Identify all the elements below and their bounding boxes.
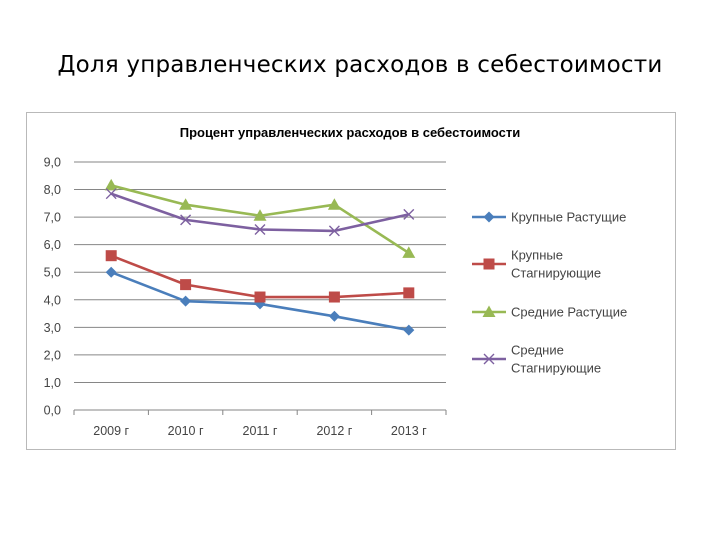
y-tick-label: 1,0 [44,376,61,390]
legend-swatch-marker [483,211,495,223]
y-tick-label: 3,0 [44,321,61,335]
data-point [403,208,415,220]
data-point [180,295,192,307]
slide-title: Доля управленческих расходов в себестоим… [57,52,663,78]
x-tick-label: 2012 г [316,424,352,438]
data-point [105,188,117,200]
legend-label: Средние Растущие [511,305,627,320]
legend-item: Крупные Стагнирующие [472,248,601,281]
data-point [179,198,193,210]
y-tick-label: 4,0 [44,293,61,307]
data-point [253,209,267,221]
gridlines [74,161,446,411]
legend-label: Стагнирующие [511,361,601,376]
data-point [104,178,118,191]
data-point [254,291,266,303]
x-tick-label: 2010 г [168,424,204,438]
data-point [254,224,266,236]
chart-title: Процент управленческих расходов в себест… [180,125,521,140]
legend-swatch-marker [483,258,495,270]
y-tick-label: 8,0 [44,183,61,197]
legend: Крупные РастущиеКрупныеСтагнирующиеСредн… [472,210,627,376]
series-2 [105,250,415,303]
data-point [328,225,340,237]
y-tick-label: 5,0 [44,266,61,280]
data-point [403,287,415,299]
data-point [105,250,117,262]
series-layer [104,178,416,336]
legend-item: Средние Растущие [472,305,627,320]
data-point [180,279,192,291]
y-tick-label: 7,0 [44,211,61,225]
data-point [403,324,415,336]
legend-label: Крупные Растущие [511,210,626,225]
legend-swatch-marker [482,305,496,317]
legend-item: Средние Стагнирующие [472,343,601,376]
data-point [328,291,340,303]
x-tick-label: 2013 г [391,424,427,438]
x-tick-label: 2009 г [93,424,129,438]
data-point [180,214,192,226]
data-point [105,266,117,278]
y-tick-label: 0,0 [44,404,61,418]
legend-label: Средние [511,343,564,358]
x-tick-label: 2011 г [243,424,278,438]
series-1 [105,266,415,336]
series-4 [105,188,415,237]
x-axis-ticks: 2009 г 2010 г 2011 г 2012 г 2013 г [73,410,447,438]
y-tick-label: 6,0 [44,238,61,252]
legend-item: Крупные Растущие [472,210,626,225]
legend-label: Стагнирующие [511,266,601,281]
y-tick-label: 9,0 [44,156,61,170]
legend-label: Крупные [511,248,563,263]
y-tick-label: 2,0 [44,348,61,362]
data-point [328,310,340,322]
data-point [402,246,416,258]
legend-swatch-marker [483,353,495,365]
series-3 [104,178,416,258]
y-axis-ticks: 0,0 1,0 2,0 3,0 4,0 5,0 6,0 7,0 8,0 9,0 [44,156,61,418]
data-point [327,198,341,210]
